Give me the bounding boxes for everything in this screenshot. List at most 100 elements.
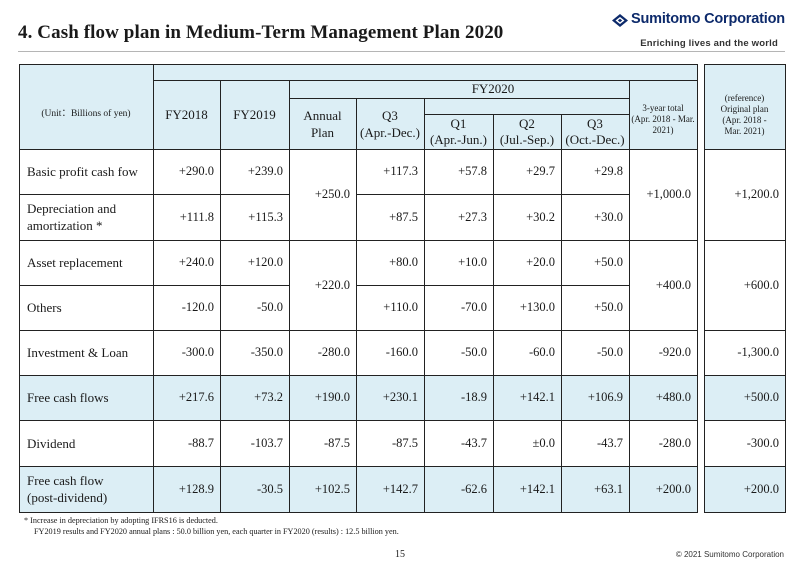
- copyright: © 2021 Sumitomo Corporation: [675, 550, 784, 559]
- cell-q3-cumulative: -160.0: [385, 345, 418, 359]
- cell-3-year-total-merged: +400.0: [655, 277, 691, 292]
- cell-annual-plan-merged: +220.0: [314, 277, 350, 292]
- table-gridline: [153, 64, 154, 512]
- table-gridline: [356, 285, 629, 286]
- cell-fy2019: -350.0: [250, 345, 283, 359]
- table-gridline: [289, 80, 290, 512]
- header-fy2019: FY2019: [233, 106, 276, 122]
- cell-q1: -62.6: [460, 481, 487, 496]
- table-gridline: [19, 330, 697, 331]
- cell-fy2018: +217.6: [178, 390, 214, 404]
- cell-fy2019: -30.5: [256, 481, 283, 496]
- cell-q3: +63.1: [594, 481, 623, 496]
- cell-original-plan: +500.0: [743, 390, 779, 404]
- company-tagline: Enriching lives and the world: [640, 38, 778, 49]
- cell-original-plan: -300.0: [746, 435, 779, 450]
- cell-q3-cumulative: +80.0: [389, 255, 418, 269]
- table-gridline: [19, 466, 697, 467]
- header-q3: Q3 (Oct.-Dec.): [565, 115, 625, 147]
- cell-original-plan-merged: +600.0: [743, 277, 779, 292]
- cell-3-year-total: +200.0: [655, 481, 691, 496]
- cell-q1: -18.9: [460, 390, 487, 404]
- table-border: [704, 64, 785, 65]
- cell-annual-plan: -87.5: [323, 435, 350, 450]
- header-divider: [18, 51, 785, 52]
- header-background-right: [704, 64, 785, 149]
- cell-q2: -60.0: [528, 345, 555, 359]
- table-gridline: [704, 330, 785, 331]
- cell-fy2019: +239.0: [247, 164, 283, 178]
- cell-3-year-total: +480.0: [655, 390, 691, 404]
- row-label: Depreciation and amortization *: [27, 201, 117, 233]
- cell-q2: +142.1: [519, 390, 555, 404]
- header-unit: (Unit：Billions of yen): [41, 109, 131, 119]
- cell-q3: -43.7: [596, 435, 623, 450]
- footnote-line-2: FY2019 results and FY2020 annual plans :…: [34, 527, 399, 536]
- cell-q2: +29.7: [526, 164, 555, 178]
- table-border: [19, 64, 697, 65]
- row-highlight: [704, 466, 785, 512]
- cell-q1: -43.7: [460, 435, 487, 450]
- footnote-line-1: * Increase in depreciation by adopting I…: [24, 516, 218, 525]
- row-highlight: [19, 466, 697, 512]
- table-gridline: [704, 375, 785, 376]
- cell-q3-cumulative: +117.3: [383, 164, 418, 178]
- cell-q1: -50.0: [460, 345, 487, 359]
- cell-q3: +106.9: [587, 390, 623, 404]
- table-border: [785, 64, 786, 513]
- table-border: [697, 64, 698, 513]
- cell-q3: +50.0: [594, 255, 623, 269]
- page-title: 4. Cash flow plan in Medium-Term Managem…: [18, 22, 504, 43]
- cell-fy2019: -103.7: [250, 435, 283, 450]
- cell-q2: +20.0: [526, 255, 555, 269]
- cell-fy2019: +120.0: [247, 255, 283, 269]
- cell-annual-plan: +102.5: [314, 481, 350, 496]
- cell-q1: +57.8: [458, 164, 487, 178]
- footnote: * Increase in depreciation by adopting I…: [24, 515, 399, 537]
- cell-q1: +10.0: [458, 255, 487, 269]
- table-border: [19, 512, 697, 513]
- cell-3-year-total-merged: +1,000.0: [646, 187, 691, 201]
- row-label: Basic profit cash fow: [27, 164, 138, 179]
- cell-original-plan: +200.0: [743, 481, 779, 496]
- table-gridline: [704, 420, 785, 421]
- cell-q2: ±0.0: [532, 435, 556, 450]
- row-label: Free cash flows: [27, 390, 109, 405]
- header-fy2020: FY2020: [471, 81, 515, 96]
- cell-fy2019: +115.3: [248, 209, 283, 224]
- cell-q3: +50.0: [594, 300, 623, 314]
- cell-fy2019: +73.2: [254, 390, 283, 404]
- table-gridline: [19, 375, 697, 376]
- header-original-plan: (reference) Original plan (Apr. 2018 - Mar.…: [720, 92, 769, 136]
- cell-3-year-total: -920.0: [658, 345, 691, 359]
- table-gridline: [704, 149, 785, 150]
- cell-fy2018: +290.0: [178, 164, 214, 178]
- page-number: 15: [395, 549, 405, 560]
- cell-original-plan-merged: +1,200.0: [734, 187, 779, 201]
- header-fy2018: FY2018: [165, 106, 208, 122]
- header-annual-plan: Annual Plan: [303, 107, 342, 140]
- cell-fy2018: -88.7: [187, 435, 214, 450]
- table-border: [704, 512, 785, 513]
- table-border: [19, 64, 20, 512]
- table-gridline: [561, 114, 562, 512]
- row-label: Asset replacement: [27, 255, 123, 270]
- cell-q3-cumulative: +110.0: [383, 300, 418, 314]
- table-gridline: [356, 98, 357, 512]
- sumitomo-logo-icon: [612, 14, 628, 27]
- cell-q1: -70.0: [460, 300, 487, 314]
- table-gridline: [19, 194, 289, 195]
- table-gridline: [356, 194, 629, 195]
- cell-annual-plan-merged: +250.0: [314, 187, 350, 201]
- cell-annual-plan: +190.0: [314, 390, 350, 404]
- cell-fy2018: +128.9: [178, 481, 214, 496]
- header-background-left: [19, 64, 697, 149]
- cell-fy2018: -120.0: [181, 300, 214, 314]
- cell-q1: +27.3: [458, 209, 487, 224]
- company-name: Sumitomo Corporation: [631, 11, 785, 27]
- row-label: Dividend: [27, 435, 76, 451]
- table-gridline: [704, 240, 785, 241]
- company-logo: Sumitomo Corporation Enriching lives and…: [612, 10, 785, 50]
- cell-q3: +30.0: [594, 209, 623, 224]
- cell-3-year-total: -280.0: [658, 435, 691, 450]
